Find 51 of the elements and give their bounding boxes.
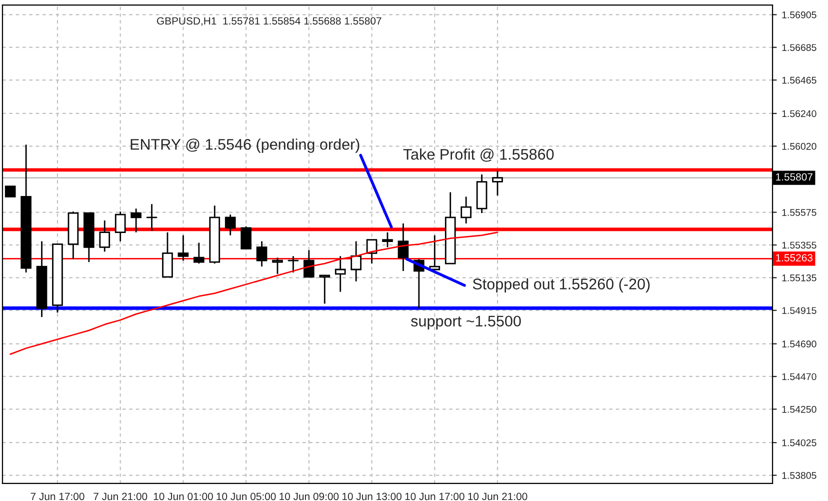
ref-line-label: support ~1.5500 <box>411 316 521 330</box>
x-tick-label: 10 Jun 21:00 <box>468 492 528 500</box>
candlestick <box>162 232 173 278</box>
x-tick-label: 10 Jun 13:00 <box>342 492 402 500</box>
y-tick-label: 1.56465 <box>782 76 816 84</box>
x-tick-label: 10 Jun 17:00 <box>405 492 464 500</box>
x-tick-label: 10 Jun 05:00 <box>216 492 276 500</box>
y-tick-label: 1.56905 <box>782 11 816 18</box>
candlestick <box>398 222 409 272</box>
ref-line-label: ENTRY @ 1.5546 (pending order) <box>130 138 360 153</box>
y-tick-label: 1.56240 <box>782 110 816 118</box>
x-tick-label: 7 Jun 21:00 <box>94 492 148 500</box>
candlestick <box>334 255 346 292</box>
candlestick <box>366 239 378 264</box>
candlestick <box>194 242 204 264</box>
ref-line-label: 1.55807 <box>776 173 812 181</box>
candlestick <box>240 226 252 250</box>
x-tick-label: 7 Jun 17:00 <box>30 492 84 500</box>
y-tick-label: 1.53805 <box>782 472 816 479</box>
y-tick-label: 1.55355 <box>782 242 816 249</box>
y-tick-label: 1.54025 <box>782 439 816 446</box>
x-tick-label: 10 Jun 01:00 <box>154 492 213 500</box>
y-tick-label: 1.54690 <box>782 340 816 348</box>
candlestick <box>304 249 314 278</box>
candlestick <box>319 274 330 304</box>
candlestick <box>130 208 142 234</box>
ref-line-label: Take Profit @ 1.55860 <box>403 148 554 162</box>
ref-line-label: 1.55263 <box>776 254 812 262</box>
annotation: Stopped out 1.55260 (-20) <box>472 278 650 292</box>
y-tick-label: 1.55575 <box>782 209 816 216</box>
candlestick <box>460 196 472 224</box>
y-tick-label: 1.56685 <box>782 44 816 51</box>
candlestick <box>178 234 189 262</box>
text: GBPUSD,H1 1.55781 1.55854 1.55688 1.55807 <box>157 17 382 26</box>
candlestick <box>492 170 503 196</box>
y-tick-label: 1.54470 <box>782 373 816 380</box>
candlestick <box>256 240 268 268</box>
candlestick <box>288 255 299 274</box>
candlestick <box>382 232 393 248</box>
candlestick <box>350 240 362 282</box>
y-tick-label: 1.54250 <box>782 406 816 413</box>
candlestick <box>114 210 126 242</box>
y-tick-label: 1.54915 <box>782 307 816 314</box>
x-tick-label: 10 Jun 09:00 <box>280 492 339 500</box>
candlestick <box>4 186 16 198</box>
candlestick <box>146 203 158 232</box>
candlestick <box>99 220 110 252</box>
candlestick <box>272 256 283 275</box>
y-tick-label: 1.55135 <box>782 274 816 282</box>
y-tick-label: 1.56020 <box>782 142 816 150</box>
candlestick <box>224 214 236 236</box>
